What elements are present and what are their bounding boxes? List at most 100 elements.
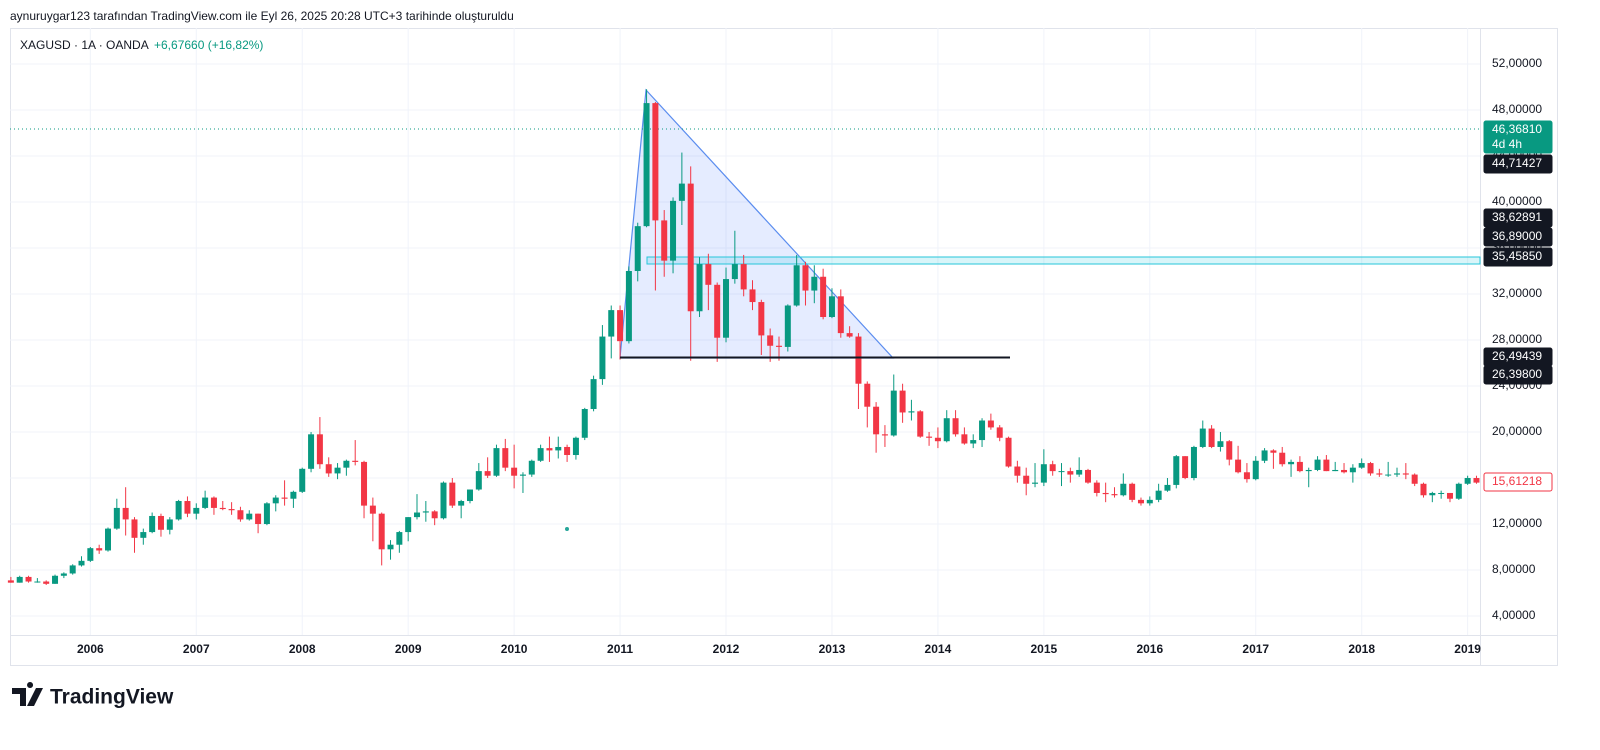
candle-body <box>678 183 685 201</box>
candle-body <box>246 513 253 520</box>
candle-body <box>1341 469 1348 473</box>
candle-body <box>475 471 482 490</box>
candle-body <box>440 482 447 519</box>
candle-body <box>670 200 677 261</box>
candle-body <box>537 448 544 461</box>
candle-body <box>1349 467 1356 473</box>
candle-body <box>784 305 791 347</box>
triangle-pattern <box>619 88 895 359</box>
x-tick-label: 2018 <box>1348 642 1375 656</box>
candle-body <box>449 482 456 506</box>
candle-body <box>775 345 782 347</box>
candle-body <box>1279 452 1286 465</box>
candle-body <box>1402 473 1409 475</box>
candle-body <box>396 532 403 545</box>
candle-body <box>369 505 376 514</box>
candle-body <box>255 513 262 525</box>
x-tick-label: 2010 <box>501 642 528 656</box>
candle-body <box>652 103 659 221</box>
candle-body <box>643 103 650 227</box>
candle-body <box>864 383 871 407</box>
x-tick-label: 2019 <box>1454 642 1481 656</box>
candle-body <box>387 544 394 550</box>
x-tick-label: 2013 <box>819 642 846 656</box>
candle-body <box>131 519 138 538</box>
candle-body <box>1305 469 1312 472</box>
candle-body <box>1164 484 1171 491</box>
candle-body <box>1473 478 1480 483</box>
candle-body <box>1376 473 1383 475</box>
candle-body <box>1235 459 1242 473</box>
logo-icon <box>12 682 43 706</box>
candle-body <box>1076 469 1083 475</box>
candle-body <box>528 460 535 475</box>
candle-body <box>308 434 315 469</box>
candle-body <box>793 265 800 306</box>
candle-body <box>343 460 350 468</box>
candle-body <box>1367 463 1374 474</box>
candle-body <box>422 511 429 513</box>
candle-body <box>1155 490 1162 500</box>
candle-body <box>634 226 641 272</box>
candle-body <box>484 471 491 476</box>
candle-body <box>1085 469 1091 483</box>
candle-body <box>7 580 14 583</box>
candle-body <box>325 464 332 474</box>
candle-body <box>228 509 235 511</box>
candle-body <box>1411 474 1418 484</box>
candle-body <box>820 276 827 318</box>
candle-body <box>1049 464 1056 472</box>
y-tick-label: 40,00000 <box>1492 194 1542 208</box>
candle-body <box>281 497 288 499</box>
candle-body <box>1217 441 1224 447</box>
candle-body <box>1226 441 1233 460</box>
price-label-box <box>1483 227 1553 247</box>
x-tick-label: 2012 <box>713 642 740 656</box>
candle-body <box>193 507 200 514</box>
candle-body <box>758 302 765 336</box>
candle-body <box>1129 483 1136 500</box>
candle-body <box>1199 428 1206 447</box>
candle-body <box>334 467 341 474</box>
y-tick-label: 4,00000 <box>1492 608 1536 622</box>
candle-body <box>740 264 747 290</box>
x-tick-label: 2017 <box>1242 642 1269 656</box>
candle-body <box>837 296 844 334</box>
drawings <box>10 88 1481 359</box>
candle-body <box>1252 460 1259 480</box>
candle-body <box>1023 475 1030 484</box>
candle-body <box>723 279 730 338</box>
candle-body <box>69 565 76 574</box>
candle-body <box>25 576 32 582</box>
candle-body <box>1438 492 1445 494</box>
candle-body <box>352 460 359 462</box>
candle-body <box>802 265 809 291</box>
symbol: XAGUSD · 1A · OANDA <box>20 38 149 52</box>
candle-body <box>78 560 85 566</box>
price-label: 44,71427 <box>1492 156 1542 170</box>
candle-body <box>705 264 712 285</box>
candle-body <box>970 440 977 444</box>
candle-body <box>934 437 941 442</box>
price-label-countdown: 4d 4h <box>1492 137 1522 151</box>
price-label: 38,62891 <box>1492 210 1542 224</box>
candle-body <box>555 446 562 451</box>
candle-body <box>828 296 835 318</box>
candle-body <box>299 468 306 492</box>
y-tick-label: 32,00000 <box>1492 286 1542 300</box>
candle-body <box>511 467 518 476</box>
candle-body <box>1208 428 1215 447</box>
candle-body <box>1420 483 1427 496</box>
candle-body <box>731 264 738 280</box>
brand: TradingView <box>50 686 174 709</box>
candle-body <box>899 390 906 413</box>
candle-body <box>466 489 473 502</box>
candle-body <box>1385 474 1392 476</box>
candle-body <box>749 289 756 303</box>
candle-body <box>272 497 279 504</box>
candle-body <box>405 517 412 533</box>
candle-body <box>122 507 129 520</box>
candle-body <box>979 420 986 441</box>
